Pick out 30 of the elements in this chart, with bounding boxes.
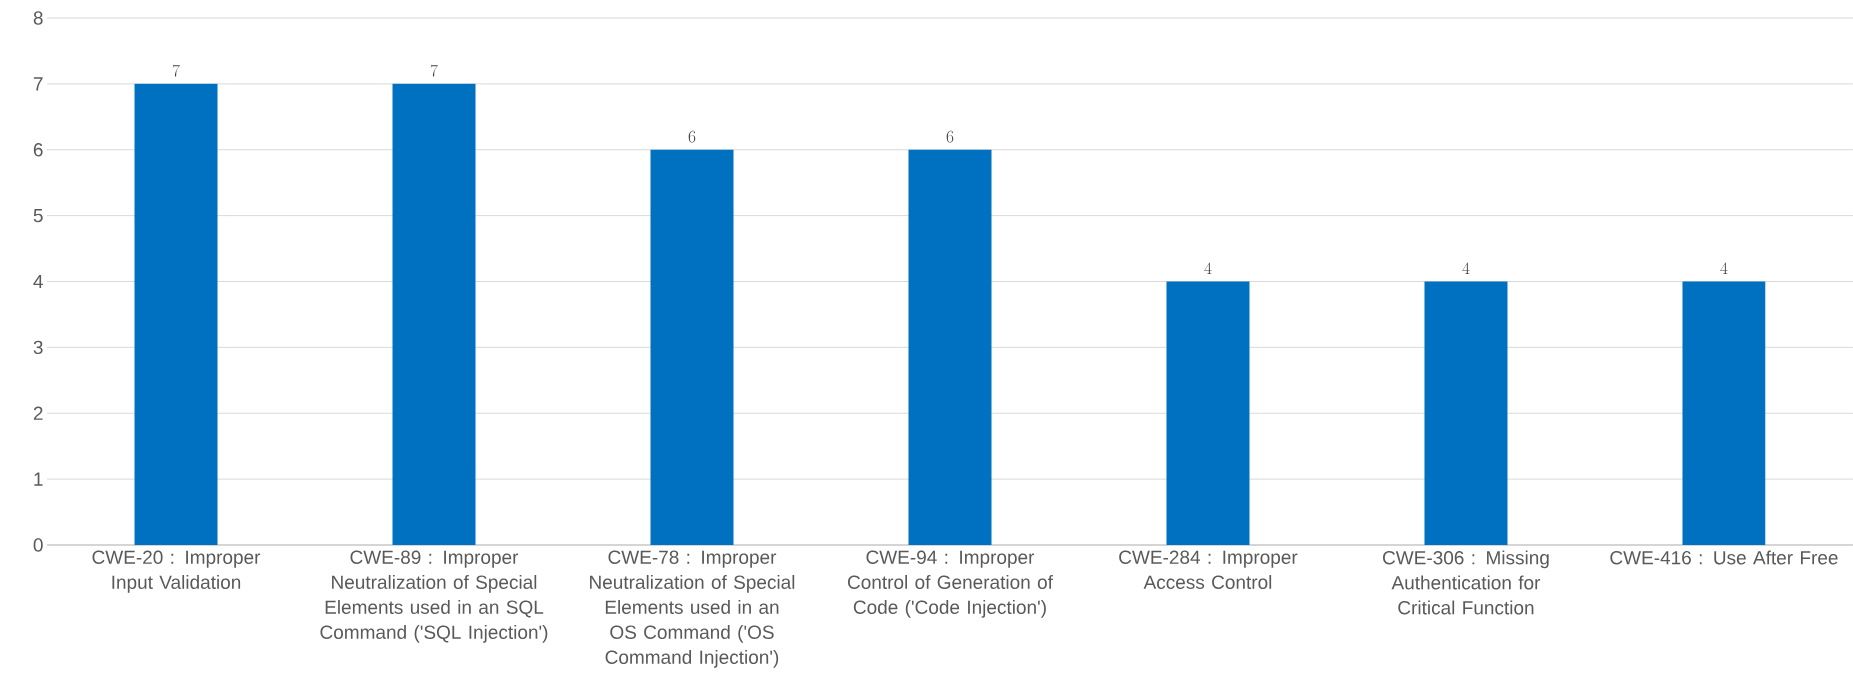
bar (1166, 281, 1250, 545)
data-label: 6 (946, 130, 954, 143)
x-tick-label: CWE-94 : Improper Control of Generation of Code ('Code Injection') (847, 550, 1053, 618)
y-tick-label: 6 (33, 143, 43, 157)
y-tick-label: 1 (34, 472, 43, 486)
y-tick-label: 4 (33, 274, 43, 289)
y-tick-label: 8 (33, 11, 43, 25)
bar (392, 83, 476, 545)
data-label: 7 (430, 64, 438, 77)
data-label: 4 (1462, 262, 1470, 274)
x-tick-label: CWE-416 : Use After Free (1610, 550, 1838, 565)
bar (650, 149, 734, 545)
data-label: 4 (1720, 262, 1728, 274)
data-label: 7 (172, 64, 180, 77)
bar (1424, 281, 1508, 545)
y-tick-label: 2 (33, 406, 43, 420)
y-tick-label: 5 (33, 209, 43, 223)
data-label: 6 (688, 130, 696, 143)
bar (908, 149, 992, 545)
x-tick-label: CWE-78 : Improper Neutralization of Special Elements used in an OS Command ('OS Command Injection') (590, 550, 795, 668)
x-tick-label: CWE-89 : Improper Neutralization of Special Elements used in an SQL Command ('SQL Injection') (320, 550, 548, 643)
x-tick-label: CWE-306 : Missing Authentication for Critical Function (1383, 550, 1549, 615)
data-label: 4 (1204, 262, 1212, 274)
y-tick-label: 7 (33, 77, 43, 91)
bar (1682, 281, 1766, 545)
x-tick-label: CWE-20 : Improper Input Validation (92, 550, 261, 593)
x-tick-label: CWE-284 : Improper Access Control (1119, 550, 1298, 589)
y-tick-label: 0 (33, 538, 43, 552)
bar (134, 83, 218, 545)
y-tick-label: 3 (33, 340, 43, 355)
